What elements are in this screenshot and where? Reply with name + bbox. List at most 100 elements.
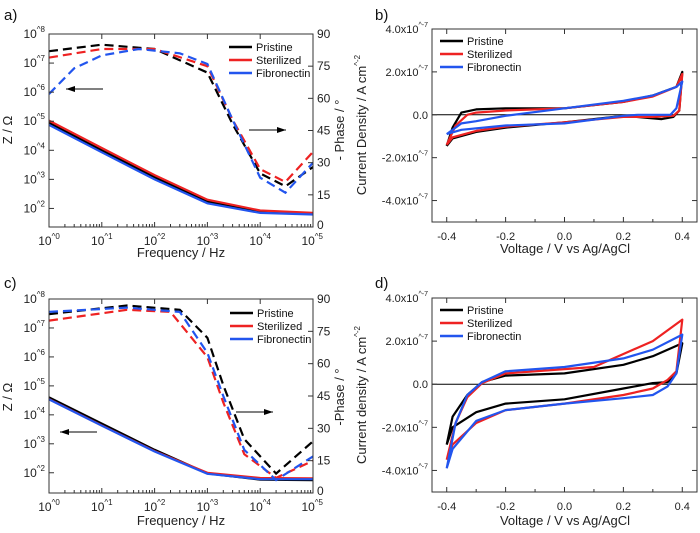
legend-label-fibronectin: Fibronectin: [467, 331, 521, 343]
y2-tick-label: 60: [317, 357, 331, 371]
series-sterilized-impedance: [49, 398, 313, 480]
series-fibronectin-cv-loop: [445, 333, 684, 469]
x-tick-label: -0.2: [496, 501, 515, 513]
y-tick-label: 4.0x10^-7: [385, 291, 428, 305]
y-tick-label: 10^3: [23, 435, 45, 451]
series-fibronectin-phase: [49, 306, 313, 482]
x-tick-label: 10^3: [197, 232, 219, 248]
y2-tick-label: 0: [317, 484, 324, 498]
y-tick-label: 10^8: [23, 290, 45, 306]
y2-tick-label: 30: [317, 156, 331, 170]
y-tick-label: 2.0x10^-7: [385, 65, 428, 79]
x-tick-label: -0.4: [437, 501, 456, 513]
legend-label-fibronectin: Fibronectin: [257, 334, 311, 346]
y-axis-label: Current Density / A cm^-2: [353, 54, 369, 195]
y-tick-label: 0.0: [413, 110, 428, 122]
legend-label-pristine: Pristine: [256, 42, 293, 54]
panel-label: c): [4, 275, 17, 292]
y2-tick-label: 75: [317, 59, 331, 73]
y2-tick-label: 45: [317, 124, 331, 138]
y2-axis-label: -Phase / °: [332, 368, 347, 425]
y-tick-label: -2.0x10^-7: [382, 420, 428, 434]
y-tick-label: 10^3: [23, 170, 45, 186]
x-tick-label: -0.4: [437, 231, 456, 243]
panel-c: c) 10^0 10^1 10^2 10^3 10^4 10^5 10^2 10^3 10^4 10…: [0, 275, 347, 528]
y-tick-label: 10^4: [23, 141, 45, 157]
x-axis-label: Frequency / Hz: [137, 513, 225, 528]
x-tick-label: 10^4: [249, 232, 271, 248]
legend-label-pristine: Pristine: [467, 305, 504, 317]
x-tick-label: 10^2: [144, 498, 166, 514]
y-tick-label: 2.0x10^-7: [385, 334, 428, 348]
arrowhead: [60, 429, 69, 435]
x-tick-label: 0.4: [675, 501, 690, 513]
series-pristine-phase: [49, 304, 313, 476]
arrowhead: [277, 127, 286, 133]
x-tick-label: 0.0: [557, 231, 572, 243]
x-axis-label: Voltage / V vs Ag/AgCl: [500, 513, 630, 528]
x-tick-label: 10^5: [301, 498, 323, 514]
x-tick-label: 10^1: [91, 232, 113, 248]
series-pristine-cv-loop: [445, 342, 684, 445]
y2-tick-label: 75: [317, 324, 331, 338]
panel-label: d): [375, 275, 388, 292]
y-axis-label: Z / Ω: [0, 382, 15, 411]
x-axis-label: Voltage / V vs Ag/AgCl: [500, 241, 630, 256]
legend-label-pristine: Pristine: [257, 308, 294, 320]
y-tick-label: 0.0: [413, 379, 428, 391]
x-tick-label: 10^1: [91, 498, 113, 514]
series-pristine-impedance: [49, 121, 313, 215]
panel-b: b) -0.4 -0.2 0.0 0.2 0.4 -4.0x10^-7 -2.0x10^-7 0…: [353, 7, 698, 256]
y2-tick-label: 60: [317, 91, 331, 105]
x-tick-label: 0.0: [557, 501, 572, 513]
series-fibronectin-phase: [49, 47, 313, 195]
series-fibronectin-impedance: [49, 398, 313, 481]
series-pristine-phase: [49, 43, 313, 188]
y-tick-label: 10^8: [23, 25, 45, 41]
y-tick-label: 10^5: [23, 112, 45, 128]
legend-label-fibronectin: Fibronectin: [467, 62, 521, 74]
arrowhead: [264, 409, 273, 415]
y-tick-label: 10^7: [23, 54, 45, 70]
legend-label-sterilized: Sterilized: [257, 321, 302, 333]
y-tick-label: 10^4: [23, 406, 45, 422]
y2-tick-label: 90: [317, 27, 331, 41]
y2-axis-label: - Phase / °: [332, 100, 347, 161]
series-fibronectin-impedance: [49, 123, 313, 216]
series-sterilized-impedance: [49, 119, 313, 214]
panel-label: a): [4, 7, 17, 24]
arrowhead: [66, 86, 75, 92]
y-tick-label: 10^7: [23, 319, 45, 335]
y-tick-label: 10^5: [23, 377, 45, 393]
legend-label-sterilized: Sterilized: [467, 318, 512, 330]
legend-label-sterilized: Sterilized: [256, 55, 301, 67]
y-tick-label: -4.0x10^-7: [382, 194, 428, 208]
y-tick-label: 10^6: [23, 83, 45, 99]
series-pristine-impedance: [49, 396, 313, 482]
y-tick-label: 10^2: [23, 199, 45, 215]
x-tick-label: 10^0: [38, 232, 60, 248]
x-tick-label: 10^5: [301, 232, 323, 248]
x-tick-label: 0.2: [616, 501, 631, 513]
y-tick-label: 10^2: [23, 464, 45, 480]
y2-tick-label: 15: [317, 454, 331, 468]
panel-d: d) -0.4 -0.2 0.0 0.2 0.4 -4.0x10^-7 -2.0x10^-7 0…: [353, 275, 698, 528]
x-tick-label: 10^3: [197, 498, 219, 514]
series-sterilized-phase: [49, 47, 313, 184]
x-tick-label: 10^2: [144, 232, 166, 248]
y-axis-label: Z / Ω: [0, 115, 15, 144]
x-tick-label: 0.4: [675, 231, 690, 243]
y-tick-label: 10^6: [23, 348, 45, 364]
panel-label: b): [375, 7, 388, 24]
y-tick-label: -2.0x10^-7: [382, 151, 428, 165]
series-fibronectin-cv-loop: [446, 80, 684, 136]
series-sterilized-phase: [49, 308, 313, 480]
y2-tick-label: 0: [317, 218, 324, 232]
y2-tick-label: 30: [317, 421, 331, 435]
legend-label-sterilized: Sterilized: [467, 49, 512, 61]
